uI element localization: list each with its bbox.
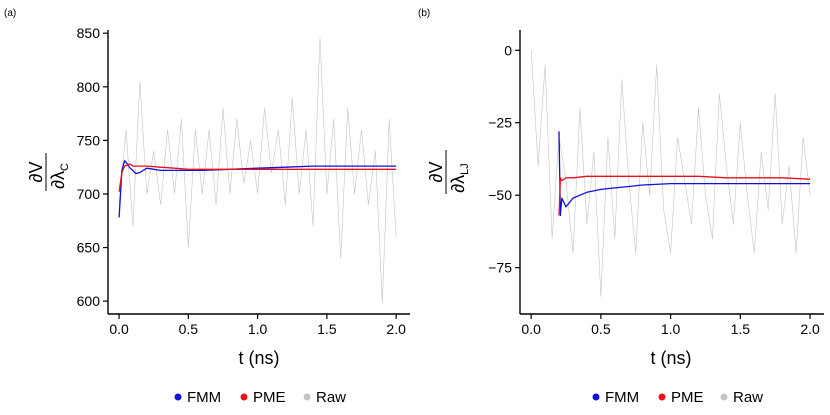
panel-b-x-tick-label: 0.0 <box>521 321 541 337</box>
panel-a-legend: FMM PME Raw <box>174 389 346 406</box>
panel-b-y-tick-label: −75 <box>488 260 512 276</box>
panel-b-y-title-numerator: ∂V <box>426 162 446 183</box>
panel-b-y-tick-label: −50 <box>488 187 512 203</box>
panel-a-y-title-den-symbol: ∂λ <box>48 171 68 189</box>
panel-a-x-tick-label: 2.0 <box>386 321 406 337</box>
panel-a-series <box>118 38 397 304</box>
panel-b-x-tick-label: 1.5 <box>731 321 751 337</box>
panel-b-ticks: 0.0 0.5 1.0 1.5 2.0 −75 −50 −25 0 <box>488 42 820 337</box>
panel-b-series-raw-line <box>530 50 811 297</box>
panel-a-y-title-denominator: ∂λC <box>48 163 71 189</box>
panel-a-y-tick-label: 800 <box>77 79 101 95</box>
panel-b-y-axis-title: ∂V ∂λLJ <box>426 150 471 194</box>
panel-a-y-title-numerator: ∂V <box>26 162 46 183</box>
panel-a-y-tick-label: 750 <box>77 132 101 148</box>
panel-a-series-pme-line <box>118 163 397 192</box>
legend-raw-label: Raw <box>316 389 346 406</box>
legend-fmm-label: FMM <box>187 389 221 406</box>
panel-a-y-tick-label: 650 <box>77 240 101 256</box>
panel-a-y-title-subscript: C <box>59 163 71 171</box>
panel-a-y-tick-label: 850 <box>77 25 101 41</box>
panel-a-y-tick-label: 700 <box>77 186 101 202</box>
legend-pme-label: PME <box>253 389 286 406</box>
panel-b-x-tick-label: 1.0 <box>661 321 681 337</box>
legend-raw-label: Raw <box>733 389 763 406</box>
panel-a-x-tick-label: 1.5 <box>317 321 337 337</box>
legend-fmm-marker <box>174 393 182 401</box>
panel-b-y-tick-label: −25 <box>488 115 512 131</box>
panel-b-legend: FMM PME Raw <box>592 389 763 406</box>
panel-b-series-fmm-line <box>558 131 811 217</box>
legend-fmm-marker <box>592 393 600 401</box>
panel-a: (a) 0.0 0.5 1.0 1.5 2.0 600 650 700 750 800 850 t … <box>4 8 410 368</box>
panel-a-label: (a) <box>4 8 16 19</box>
legend-pme-label: PME <box>671 389 704 406</box>
legend-raw-marker <box>303 393 311 401</box>
legend-pme-marker <box>240 393 248 401</box>
panel-a-series-raw-line <box>118 38 397 304</box>
panel-b-series <box>530 50 811 297</box>
panel-a-ticks: 0.0 0.5 1.0 1.5 2.0 600 650 700 750 800 850 <box>77 25 406 337</box>
panel-b-y-tick-label: 0 <box>504 42 512 58</box>
panel-b-label: (b) <box>418 8 430 19</box>
panel-b-x-tick-label: 2.0 <box>800 321 820 337</box>
legend-pme-marker <box>658 393 666 401</box>
panel-a-y-tick-label: 600 <box>77 293 101 309</box>
legend-raw-marker <box>720 393 728 401</box>
panel-a-x-tick-label: 0.0 <box>109 321 129 337</box>
panel-b-y-title-den-symbol: ∂λ <box>448 175 468 193</box>
panel-b-y-title-denominator: ∂λLJ <box>448 163 471 193</box>
panel-a-x-axis-title: t (ns) <box>238 348 279 368</box>
panel-a-y-axis-title: ∂V ∂λC <box>26 153 71 191</box>
panel-b-y-title-subscript: LJ <box>459 163 471 175</box>
panel-b: (b) 0.0 0.5 1.0 1.5 2.0 −75 −50 −25 0 t (ns) ∂V … <box>418 8 824 368</box>
legend-fmm-label: FMM <box>605 389 639 406</box>
panel-b-x-axis-title: t (ns) <box>650 348 691 368</box>
panel-a-x-tick-label: 1.0 <box>248 321 268 337</box>
panel-a-x-tick-label: 0.5 <box>179 321 199 337</box>
panel-b-x-tick-label: 0.5 <box>591 321 611 337</box>
panel-b-series-pme-line <box>558 175 811 216</box>
